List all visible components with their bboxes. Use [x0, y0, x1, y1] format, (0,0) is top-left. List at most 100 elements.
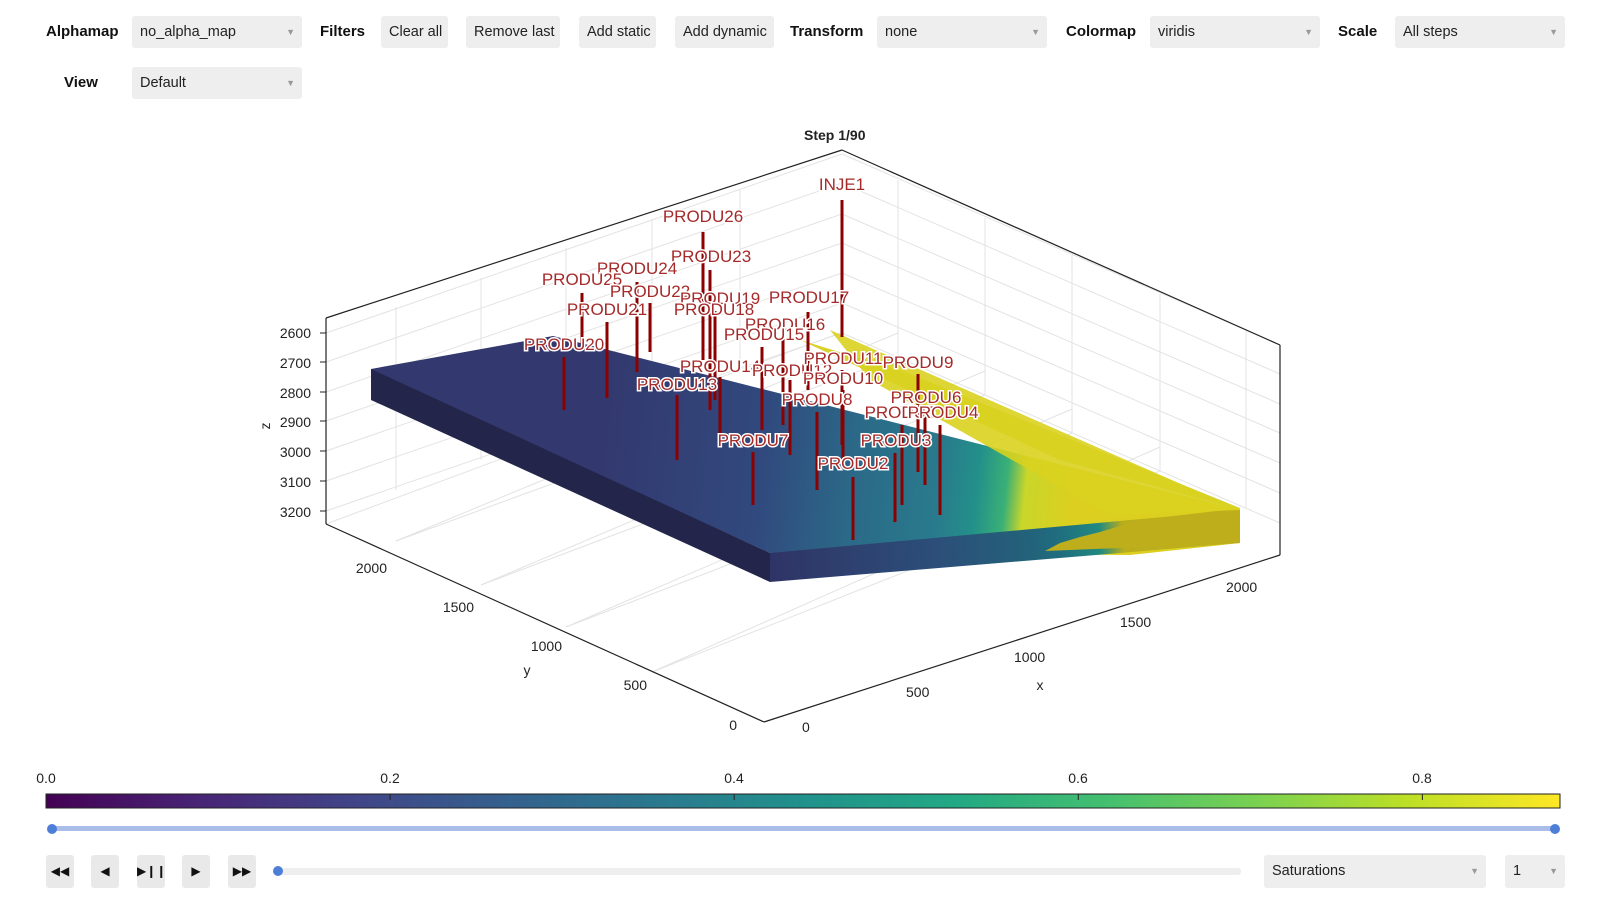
range-slider-high-handle[interactable] [1550, 824, 1560, 834]
well-label: PRODU13 [637, 375, 717, 394]
fast-rewind-icon: ◀◀ [50, 864, 70, 878]
well-label: PRODU16 [745, 315, 825, 334]
field-dropdown[interactable]: Saturations ▼ [1264, 855, 1486, 888]
wells-layer: INJE1 PRODU26 PRODU23PRODU24PRODU25PRODU22… [522, 174, 980, 540]
y-tick: 1500 [443, 599, 474, 615]
colorbar-tick-label: 0.4 [724, 770, 744, 786]
transform-value: none [885, 24, 918, 40]
alphamap-value: no_alpha_map [140, 24, 236, 40]
well-label: PRODU25 [542, 270, 622, 289]
well-label: PRODU14 [680, 357, 760, 376]
z-tick: 2700 [280, 355, 311, 371]
z-tick: 2900 [280, 414, 311, 430]
plot-title: Step 1/90 [804, 127, 866, 143]
z-tick: 3100 [280, 474, 311, 490]
layer-value: 1 [1513, 863, 1522, 879]
x-axis-label: x [1037, 677, 1044, 693]
y-tick: 2000 [356, 560, 387, 576]
colorbar-tick-label: 0.8 [1412, 770, 1432, 786]
y-axis-label: y [524, 662, 531, 678]
chevron-down-icon: ▼ [286, 27, 295, 37]
step-back-button[interactable]: ◀ [91, 855, 119, 888]
step-back-icon: ◀ [100, 864, 110, 878]
well-label: PRODU2 [818, 454, 889, 473]
view-dropdown[interactable]: Default ▼ [132, 67, 302, 99]
y-tick: 500 [624, 677, 648, 693]
colormap-value: viridis [1158, 24, 1196, 40]
play-pause-icon: ▶❙❙ [137, 864, 167, 878]
well-label: PRODU7 [718, 431, 789, 450]
transform-dropdown[interactable]: none ▼ [877, 16, 1047, 48]
colorbar-tick-label: 0.2 [380, 770, 400, 786]
chevron-down-icon: ▼ [1470, 866, 1479, 876]
well-label: PRODU24 [597, 259, 677, 278]
filters-label: Filters [320, 23, 366, 40]
range-slider-track[interactable] [50, 826, 1555, 831]
fast-forward-button[interactable]: ▶▶ [228, 855, 256, 888]
chevron-down-icon: ▼ [1549, 866, 1558, 876]
clear-all-button[interactable]: Clear all [381, 16, 448, 48]
colormap-label: Colormap [1066, 23, 1137, 40]
x-tick: 2000 [1226, 579, 1257, 595]
alphamap-label: Alphamap [46, 23, 119, 40]
well-label: PRODU18 [674, 300, 754, 319]
fast-rewind-button[interactable]: ◀◀ [46, 855, 74, 888]
well-label: PRODU22 [610, 282, 690, 301]
well-label: PRODU26 [663, 207, 743, 226]
x-tick: 1000 [1014, 649, 1045, 665]
add-static-button[interactable]: Add static [579, 16, 656, 48]
colorbar-ticks [45, 794, 1423, 800]
view-label: View [64, 74, 98, 91]
well-label: PRODU19 [680, 289, 760, 308]
well-label: PRODU10 [803, 369, 883, 388]
field-value: Saturations [1272, 863, 1346, 879]
well-label: INJE1 [819, 175, 865, 194]
scale-value: All steps [1403, 24, 1458, 40]
chevron-down-icon: ▼ [1304, 27, 1313, 37]
y-tick: 1000 [531, 638, 562, 654]
x-tick: 500 [906, 684, 930, 700]
reservoir-grid-mesh [371, 330, 1240, 582]
chevron-down-icon: ▼ [286, 78, 295, 88]
z-axis-label: z [257, 423, 273, 430]
well-label: PRODU4 [908, 403, 979, 422]
step-slider-track[interactable] [275, 868, 1241, 875]
well-label: PRODU17 [769, 288, 849, 307]
colorbar-tick-label: 0.0 [36, 770, 56, 786]
well-label: PRODU5 [865, 403, 936, 422]
well-label: PRODU8 [782, 390, 853, 409]
add-dynamic-button[interactable]: Add dynamic [675, 16, 774, 48]
remove-last-button[interactable]: Remove last [466, 16, 560, 48]
colorbar-tick-label: 0.6 [1068, 770, 1088, 786]
step-slider-handle[interactable] [273, 866, 283, 876]
y-tick: 0 [729, 717, 737, 733]
view-value: Default [140, 75, 186, 91]
axis-frame [325, 149, 1281, 723]
play-icon: ▶ [191, 864, 201, 878]
z-tick: 3000 [280, 444, 311, 460]
chevron-down-icon: ▼ [1031, 27, 1040, 37]
alphamap-dropdown[interactable]: no_alpha_map ▼ [132, 16, 302, 48]
well-label: PRODU6 [891, 388, 962, 407]
colormap-dropdown[interactable]: viridis ▼ [1150, 16, 1320, 48]
play-button[interactable]: ▶ [182, 855, 210, 888]
x-tick: 0 [802, 719, 810, 735]
well-label: PRODU15 [724, 325, 804, 344]
well-label: PRODU23 [671, 247, 751, 266]
well-label: PRODU12 [752, 361, 832, 380]
fast-forward-icon: ▶▶ [232, 864, 252, 878]
colorbar [45, 793, 1561, 809]
well-label: PRODU9 [883, 353, 954, 372]
transform-label: Transform [790, 23, 864, 40]
well-label: PRODU3 [861, 431, 932, 450]
layer-dropdown[interactable]: 1 ▼ [1505, 855, 1565, 888]
scale-dropdown[interactable]: All steps ▼ [1395, 16, 1565, 48]
z-tick: 2800 [280, 385, 311, 401]
chevron-down-icon: ▼ [1549, 27, 1558, 37]
z-tick: 3200 [280, 504, 311, 520]
well-label: PRODU11 [803, 349, 882, 368]
z-tick: 2600 [280, 325, 311, 341]
range-slider-low-handle[interactable] [47, 824, 57, 834]
play-pause-button[interactable]: ▶❙❙ [137, 855, 167, 888]
